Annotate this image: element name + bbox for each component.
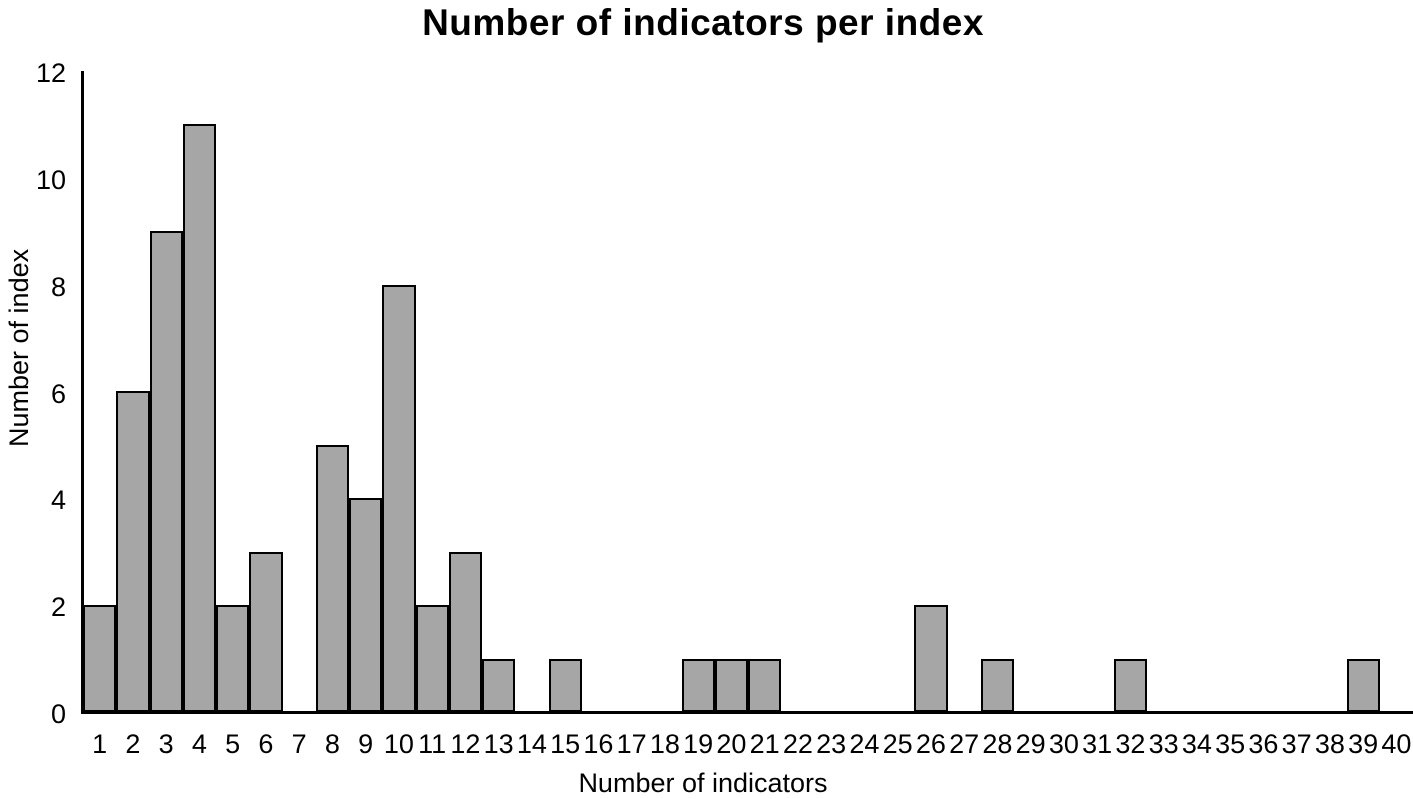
x-tick-label-12: 12 xyxy=(450,729,481,759)
x-tick-label-24: 24 xyxy=(849,729,880,759)
bar-21 xyxy=(748,659,782,712)
x-tick-label-28: 28 xyxy=(982,729,1013,759)
bar-19 xyxy=(681,659,715,712)
y-tick-label-8: 8 xyxy=(50,272,66,302)
bar-26 xyxy=(914,605,948,712)
x-tick-label-16: 16 xyxy=(583,729,614,759)
x-tick-label-20: 20 xyxy=(716,729,747,759)
x-tick-label-13: 13 xyxy=(483,729,514,759)
y-tick-label-4: 4 xyxy=(50,485,66,515)
bar-5 xyxy=(216,605,250,712)
x-tick-label-25: 25 xyxy=(882,729,913,759)
bar-28 xyxy=(980,659,1014,712)
y-tick-label-12: 12 xyxy=(35,58,66,88)
x-tick-label-26: 26 xyxy=(915,729,946,759)
y-tick-label-2: 2 xyxy=(50,592,66,622)
y-tick-label-10: 10 xyxy=(35,165,66,195)
x-tick-label-17: 17 xyxy=(616,729,647,759)
x-tick-label-3: 3 xyxy=(158,729,174,759)
bar-6 xyxy=(249,552,283,712)
bar-11 xyxy=(415,605,449,712)
bar-9 xyxy=(349,498,383,712)
bar-10 xyxy=(382,285,416,712)
x-tick-label-2: 2 xyxy=(125,729,141,759)
y-axis-title: Number of index xyxy=(4,248,34,448)
x-tick-label-15: 15 xyxy=(550,729,581,759)
x-tick-label-31: 31 xyxy=(1082,729,1113,759)
x-tick-label-8: 8 xyxy=(324,729,340,759)
x-tick-label-40: 40 xyxy=(1381,729,1412,759)
x-tick-label-27: 27 xyxy=(949,729,980,759)
bar-12 xyxy=(448,552,482,712)
x-tick-label-10: 10 xyxy=(383,729,414,759)
bar-4 xyxy=(182,124,216,712)
x-tick-label-35: 35 xyxy=(1215,729,1246,759)
plot-area xyxy=(83,71,1413,712)
x-tick-label-36: 36 xyxy=(1248,729,1279,759)
x-tick-label-23: 23 xyxy=(816,729,847,759)
x-tick-label-7: 7 xyxy=(291,729,307,759)
y-tick-label-6: 6 xyxy=(50,379,66,409)
y-axis-line xyxy=(81,71,84,714)
x-tick-label-9: 9 xyxy=(358,729,374,759)
x-tick-label-33: 33 xyxy=(1148,729,1179,759)
x-tick-label-18: 18 xyxy=(649,729,680,759)
bar-3 xyxy=(149,231,183,712)
x-tick-label-19: 19 xyxy=(683,729,714,759)
x-tick-label-32: 32 xyxy=(1115,729,1146,759)
x-tick-label-1: 1 xyxy=(92,729,108,759)
x-tick-label-37: 37 xyxy=(1281,729,1312,759)
bar-39 xyxy=(1346,659,1380,712)
bar-32 xyxy=(1113,659,1147,712)
x-tick-label-4: 4 xyxy=(191,729,207,759)
bar-13 xyxy=(482,659,516,712)
x-tick-label-14: 14 xyxy=(516,729,547,759)
x-tick-label-29: 29 xyxy=(1015,729,1046,759)
bar-1 xyxy=(83,605,117,712)
x-tick-label-21: 21 xyxy=(749,729,780,759)
bar-15 xyxy=(548,659,582,712)
x-tick-label-6: 6 xyxy=(258,729,274,759)
x-tick-label-34: 34 xyxy=(1181,729,1212,759)
bar-8 xyxy=(315,445,349,712)
x-tick-label-5: 5 xyxy=(225,729,241,759)
bar-20 xyxy=(714,659,748,712)
x-tick-label-30: 30 xyxy=(1048,729,1079,759)
x-tick-label-11: 11 xyxy=(418,729,447,759)
x-tick-label-39: 39 xyxy=(1348,729,1379,759)
y-tick-label-0: 0 xyxy=(50,699,66,729)
x-tick-label-38: 38 xyxy=(1314,729,1345,759)
chart-title: Number of indicators per index xyxy=(422,2,984,43)
bar-2 xyxy=(116,391,150,712)
x-tick-label-22: 22 xyxy=(782,729,813,759)
x-axis-line xyxy=(81,711,1413,714)
x-axis-title: Number of indicators xyxy=(578,768,828,798)
